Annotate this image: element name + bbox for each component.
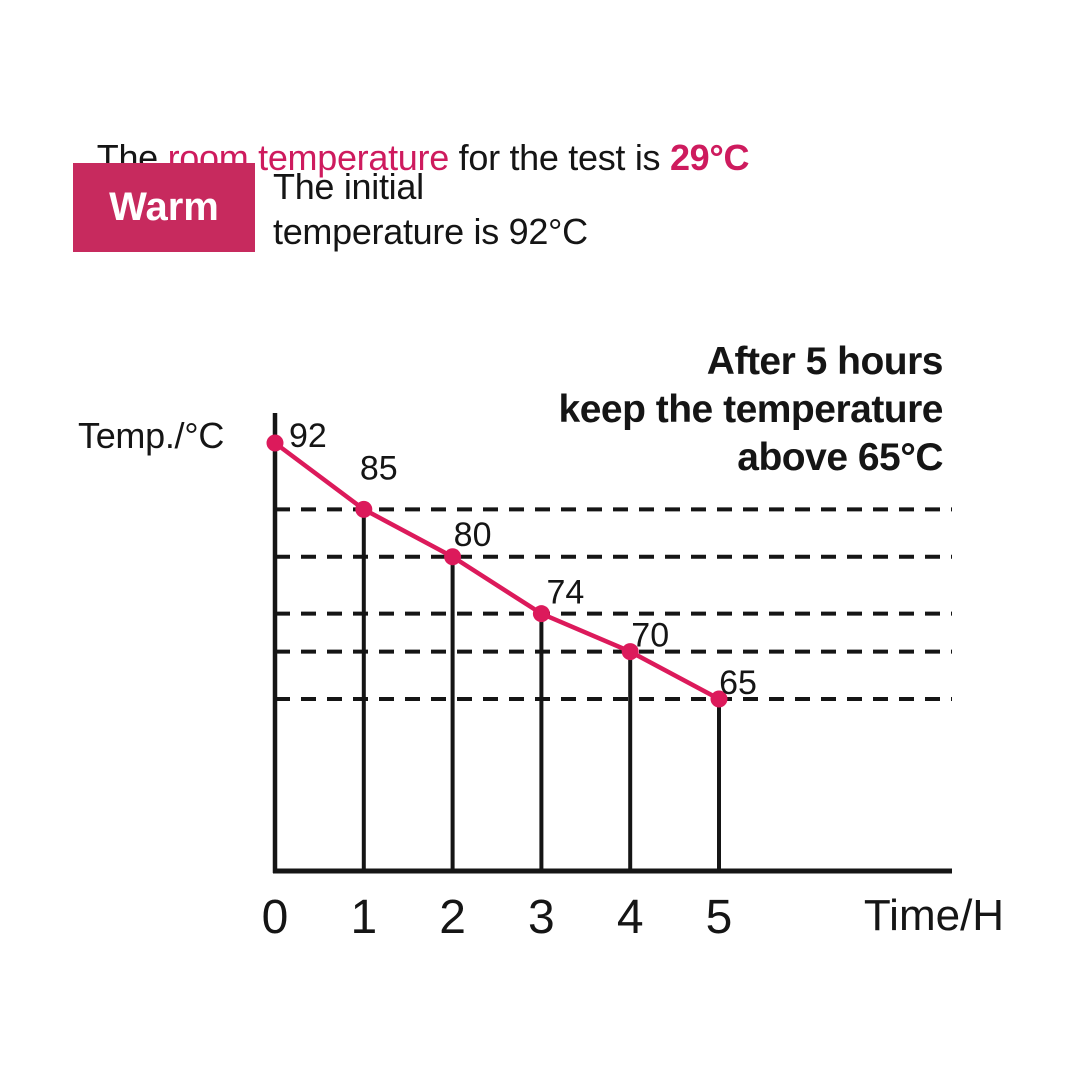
data-point [710, 690, 728, 708]
heading-temperature-value: 29°C [669, 137, 750, 178]
chart-annotation: After 5 hours keep the temperature above… [558, 338, 944, 482]
heading-highlight: room temperature [167, 137, 450, 178]
x-tick-label: 0 [262, 891, 289, 944]
y-axis-label: Temp./°C [78, 415, 225, 456]
warm-badge: Warm [73, 163, 255, 252]
point-label: 85 [360, 449, 398, 487]
data-point [444, 548, 462, 566]
x-axis-label: Time/H [864, 891, 1004, 940]
annotation-line-3: above 65°C [737, 436, 943, 479]
point-label: 80 [454, 516, 492, 554]
heading-middle: for the test is [448, 137, 670, 178]
x-tick-label: 4 [617, 891, 644, 944]
annotation-line-1: After 5 hours [706, 340, 944, 383]
x-tick-label: 5 [706, 891, 733, 944]
point-label: 65 [719, 664, 757, 702]
data-point [621, 643, 639, 661]
data-point [355, 500, 373, 518]
annotation-line-2: keep the temperature [558, 388, 944, 431]
initial-temperature-note: The initial temperature is 92°C [273, 164, 588, 254]
point-label: 74 [546, 574, 584, 612]
x-tick-label: 1 [350, 891, 377, 944]
x-tick-label: 2 [439, 891, 466, 944]
heading: The room temperature for the test is 29°… [78, 98, 750, 178]
data-point [266, 434, 284, 452]
initial-note-line-1: The initial [273, 166, 424, 207]
point-label: 70 [631, 617, 669, 655]
data-point [532, 605, 550, 623]
temperature-line [273, 441, 721, 701]
initial-note-line-2: temperature is 92°C [273, 211, 588, 252]
warm-badge-label: Warm [109, 185, 219, 229]
point-label: 92 [289, 417, 327, 455]
x-tick-label: 3 [528, 891, 555, 944]
